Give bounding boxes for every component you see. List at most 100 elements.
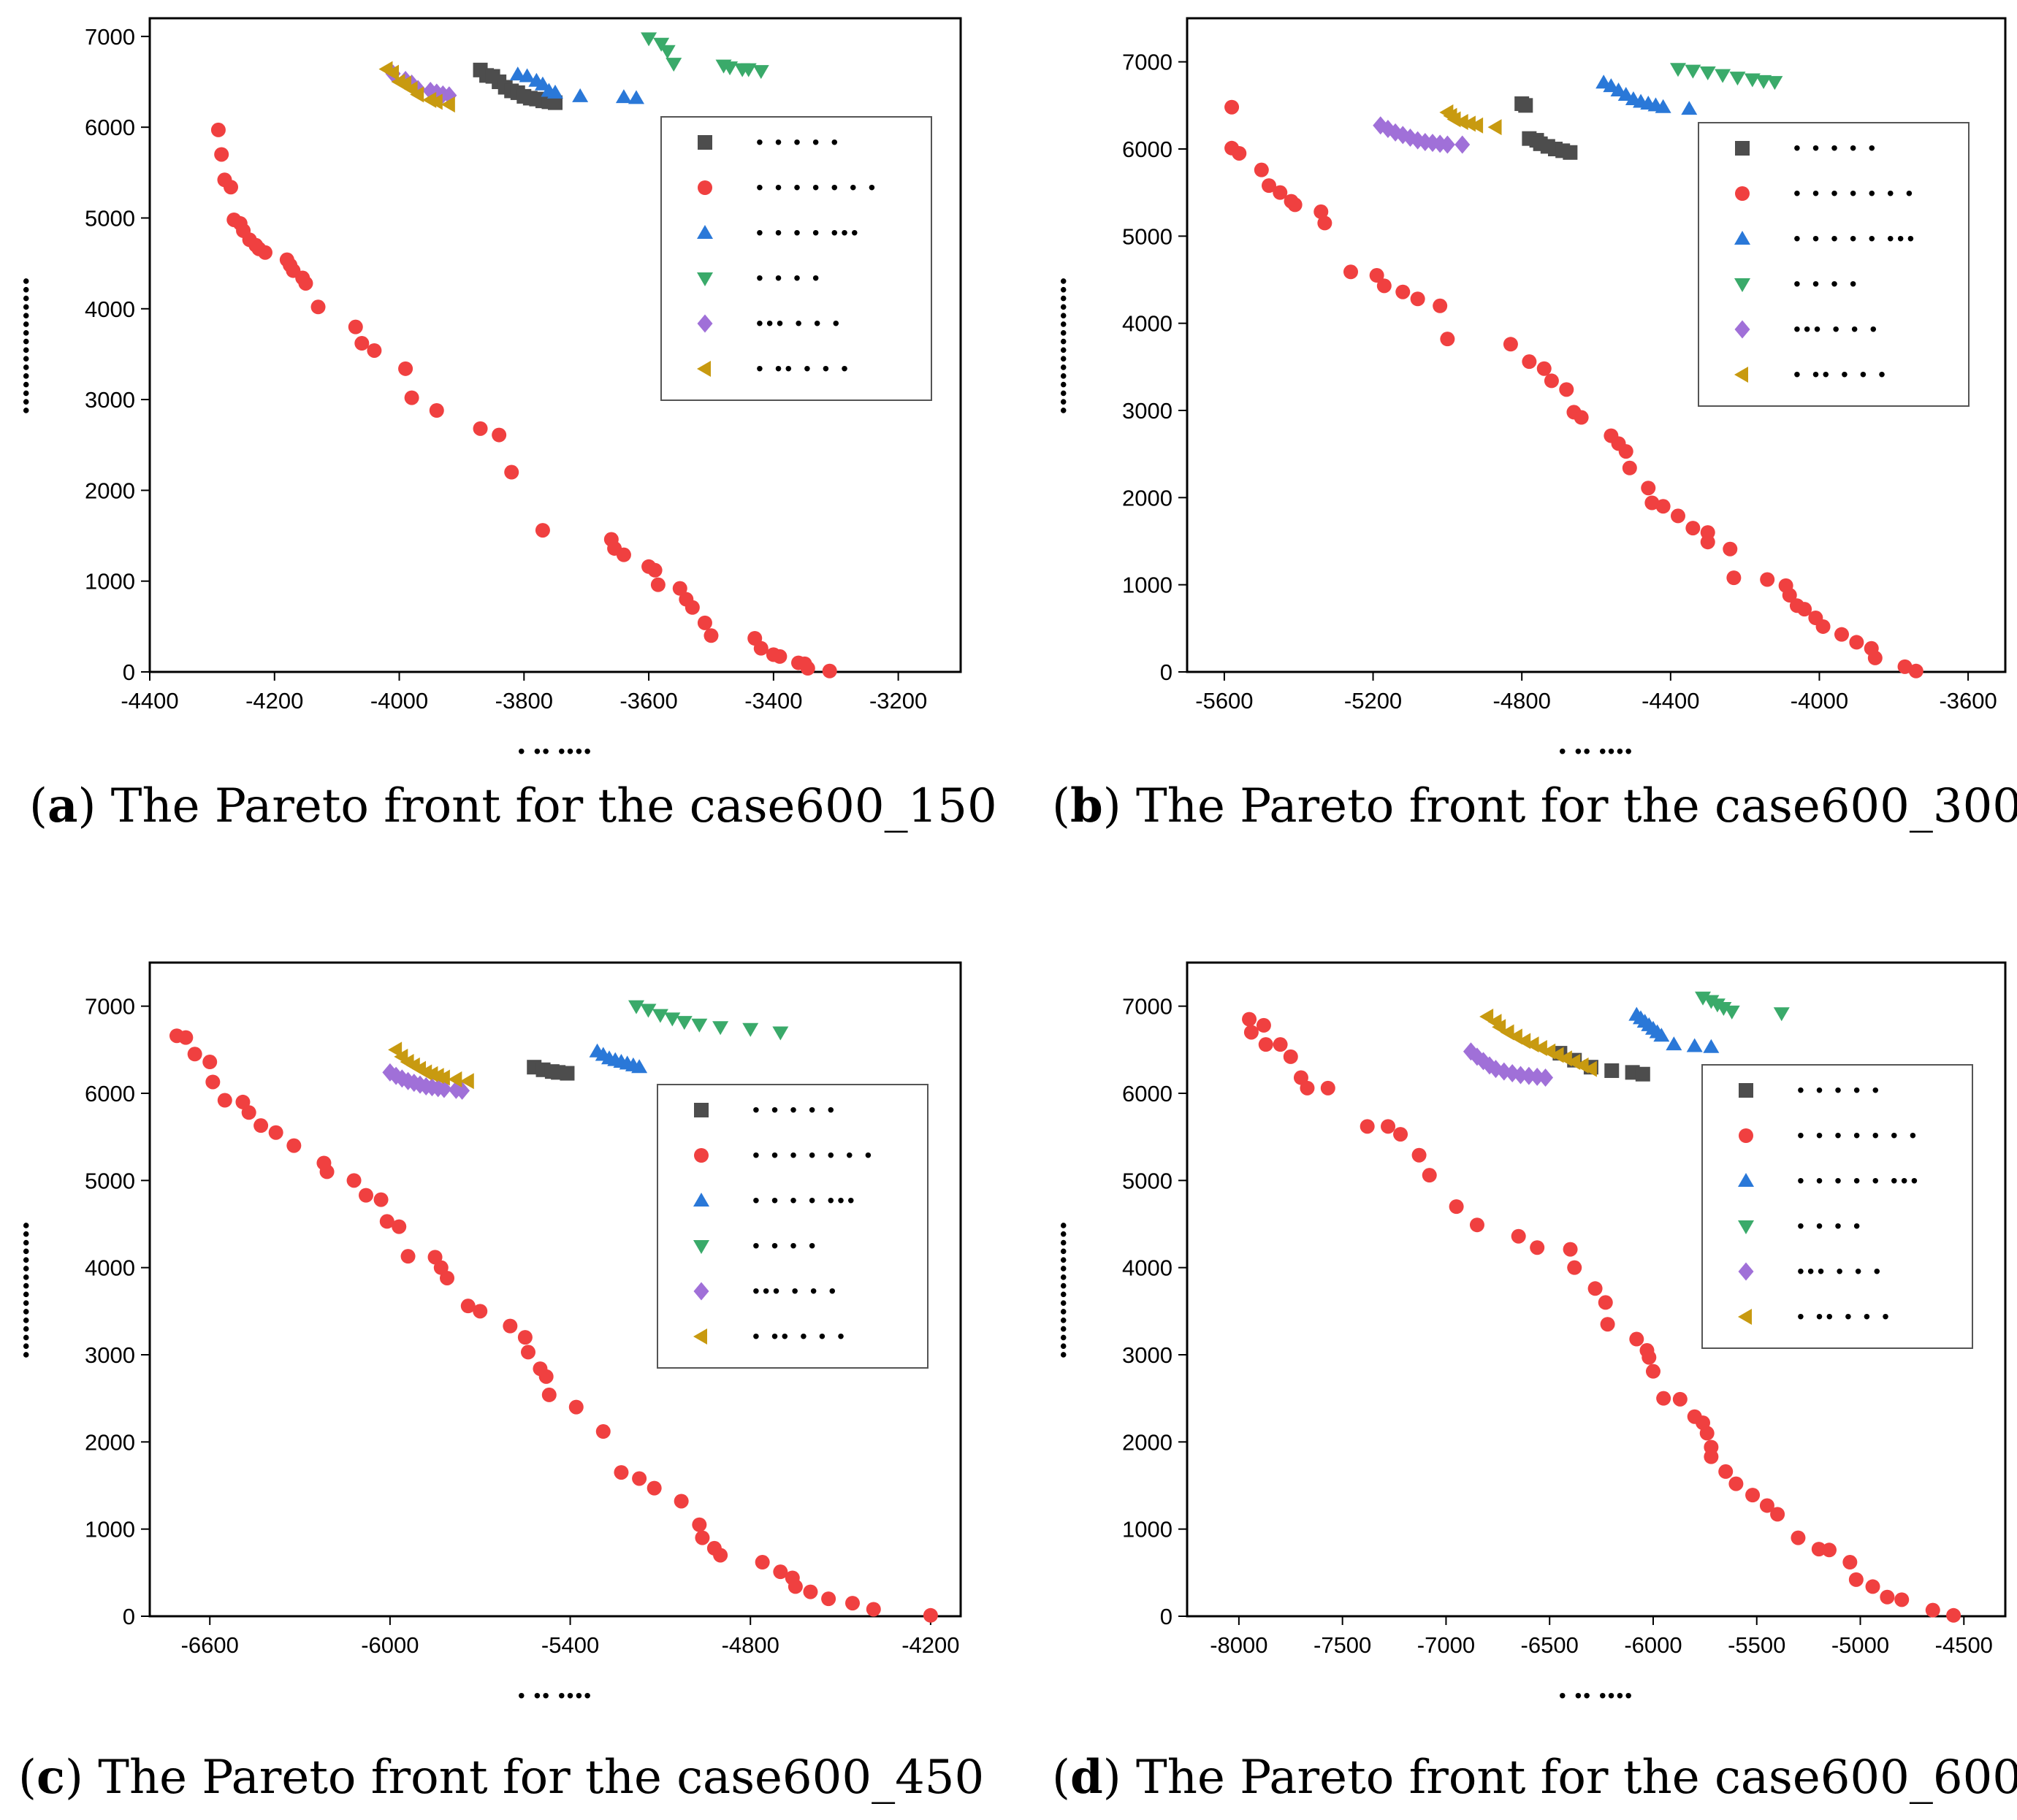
point-c-s2-16 (379, 1214, 394, 1229)
point-b-s4-7 (1766, 76, 1783, 91)
legend-box-b (1698, 122, 1970, 407)
point-a-s2-29 (616, 547, 631, 562)
point-d-s4-1 (1703, 995, 1720, 1009)
point-a-s2-17 (348, 319, 363, 334)
point-b-s4-4 (1729, 72, 1746, 86)
point-b-s2-11 (1369, 268, 1384, 283)
y-tick-label-d-3: 3000 (1122, 1342, 1173, 1368)
x-axis-label-c: • •• •••• (518, 1684, 592, 1707)
point-b-s2-10 (1343, 264, 1358, 280)
point-d-s2-28 (1672, 1391, 1688, 1407)
point-c-s2-7 (241, 1105, 256, 1120)
point-c-s5-11 (454, 1081, 470, 1100)
point-c-s2-41 (773, 1564, 788, 1580)
point-c-s2-22 (460, 1299, 476, 1314)
point-c-s2-1 (178, 1030, 194, 1045)
x-tick-label-d-1: -7500 (1313, 1632, 1371, 1658)
point-c-s6-0 (388, 1041, 403, 1058)
point-a-s2-32 (650, 577, 666, 592)
point-b-s2-41 (1797, 602, 1812, 617)
x-tick-label-d-0: -8000 (1210, 1632, 1267, 1658)
caption-c-tag: c (37, 1750, 65, 1805)
point-a-s1-12 (548, 95, 563, 110)
point-c-s2-15 (373, 1192, 389, 1207)
point-d-s2-25 (1642, 1350, 1657, 1365)
point-d-s6-13 (1582, 1060, 1597, 1077)
point-c-s2-34 (647, 1480, 662, 1496)
y-tick-label-a-5: 5000 (85, 205, 135, 231)
point-b-s2-17 (1503, 337, 1518, 352)
point-d-s2-3 (1258, 1037, 1273, 1052)
point-b-s1-1 (1518, 98, 1533, 113)
x-tick-label-a-0: -4400 (121, 688, 178, 714)
point-c-s2-46 (845, 1596, 860, 1611)
legend-marker-b-3 (1734, 278, 1750, 292)
point-d-s5-10 (1538, 1068, 1554, 1087)
point-c-s2-29 (541, 1387, 557, 1402)
point-c-s2-10 (286, 1138, 302, 1153)
legend-label-c-3: • • • • (752, 1234, 819, 1257)
legend-marker-b-2 (1734, 231, 1750, 245)
point-c-s3-7 (631, 1059, 648, 1074)
point-c-s2-2 (187, 1047, 202, 1062)
legend-box-a (660, 116, 932, 401)
point-a-s6-5 (410, 86, 424, 103)
y-tick-label-c-4: 4000 (85, 1255, 135, 1281)
x-axis-label-b: • •• •••• (1559, 740, 1633, 762)
point-b-s2-15 (1433, 298, 1448, 313)
point-d-s2-0 (1242, 1012, 1257, 1027)
legend-label-d-0: • • • • • (1797, 1079, 1882, 1101)
point-a-s3-6 (572, 88, 589, 102)
y-tick-label-c-3: 3000 (85, 1342, 135, 1368)
point-a-s2-26 (535, 523, 550, 538)
y-tick-label-c-7: 7000 (85, 994, 135, 1020)
x-tick-label-c-3: -4800 (722, 1632, 779, 1658)
point-d-s1-3 (1604, 1063, 1620, 1078)
point-a-s2-16 (310, 299, 326, 315)
x-tick-label-b-3: -4400 (1642, 688, 1699, 714)
point-d-s4-0 (1695, 991, 1712, 1006)
legend-label-b-2: • • • • • ••• (1793, 227, 1917, 250)
point-b-s5-10 (1454, 135, 1471, 154)
point-a-s2-23 (473, 421, 488, 436)
point-c-s6-8 (435, 1069, 450, 1086)
point-a-s6-8 (441, 96, 455, 113)
point-b-s2-31 (1671, 508, 1685, 524)
point-a-s2-20 (398, 361, 413, 376)
caption-a-text: The Pareto front for the case600_150 (111, 779, 997, 833)
legend-marker-c-0 (694, 1103, 709, 1117)
point-d-s2-35 (1728, 1476, 1744, 1491)
x-tick-label-b-2: -4800 (1493, 688, 1551, 714)
x-tick-label-b-5: -3600 (1939, 688, 1997, 714)
point-a-s2-10 (257, 245, 272, 260)
point-c-s2-26 (521, 1345, 535, 1360)
point-c-s2-30 (568, 1399, 584, 1415)
y-tick-label-d-6: 6000 (1122, 1081, 1173, 1106)
point-d-s2-1 (1243, 1025, 1259, 1040)
point-d-s3-9 (1703, 1039, 1720, 1053)
point-a-s4-7 (740, 63, 757, 77)
legend-marker-b-1 (1735, 186, 1750, 201)
y-tick-label-b-0: 0 (1160, 659, 1173, 685)
point-d-s2-9 (1360, 1119, 1375, 1134)
point-d-s2-12 (1411, 1147, 1427, 1163)
point-b-s6-4 (1461, 115, 1476, 132)
point-d-s2-38 (1770, 1507, 1785, 1522)
point-d-s2-47 (1925, 1602, 1940, 1618)
legend-box-c (657, 1084, 929, 1369)
legend-label-a-5: • •• • • • (756, 357, 851, 380)
x-tick-label-b-0: -5600 (1195, 688, 1253, 714)
point-d-s2-11 (1393, 1127, 1408, 1142)
point-a-s2-31 (647, 562, 663, 578)
point-a-s2-21 (404, 390, 419, 405)
point-c-s2-12 (319, 1164, 335, 1179)
point-b-s2-35 (1723, 541, 1738, 557)
point-c-s2-33 (632, 1471, 647, 1486)
point-b-s4-2 (1699, 66, 1716, 80)
x-tick-label-b-4: -4000 (1791, 688, 1848, 714)
y-tick-label-a-0: 0 (123, 659, 135, 685)
point-b-s2-39 (1782, 587, 1797, 603)
point-a-s6-1 (385, 64, 399, 81)
point-c-s2-43 (788, 1579, 803, 1594)
